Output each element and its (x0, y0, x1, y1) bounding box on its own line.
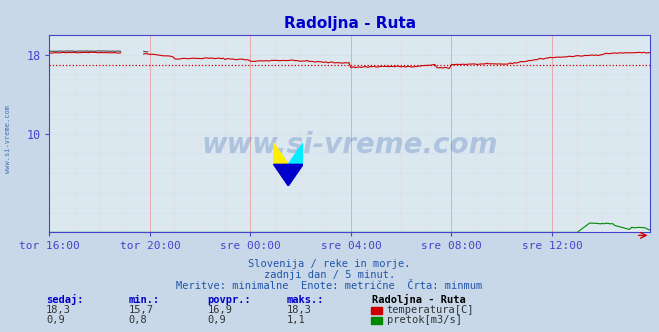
Text: temperatura[C]: temperatura[C] (387, 305, 474, 315)
Text: Radoljna - Ruta: Radoljna - Ruta (372, 294, 466, 305)
Text: sedaj:: sedaj: (46, 294, 84, 305)
Text: maks.:: maks.: (287, 295, 324, 305)
Text: zadnji dan / 5 minut.: zadnji dan / 5 minut. (264, 270, 395, 280)
Text: 18,3: 18,3 (287, 305, 312, 315)
Text: 0,9: 0,9 (46, 315, 65, 325)
Text: 16,9: 16,9 (208, 305, 233, 315)
Text: 1,1: 1,1 (287, 315, 305, 325)
Polygon shape (273, 164, 303, 186)
Text: Meritve: minimalne  Enote: metrične  Črta: minmum: Meritve: minimalne Enote: metrične Črta:… (177, 281, 482, 290)
Text: pretok[m3/s]: pretok[m3/s] (387, 315, 462, 325)
Text: www.si-vreme.com: www.si-vreme.com (202, 131, 498, 159)
Text: 0,9: 0,9 (208, 315, 226, 325)
Polygon shape (289, 143, 303, 164)
Text: povpr.:: povpr.: (208, 295, 251, 305)
Text: 18,3: 18,3 (46, 305, 71, 315)
Text: Slovenija / reke in morje.: Slovenija / reke in morje. (248, 259, 411, 269)
Text: 15,7: 15,7 (129, 305, 154, 315)
Text: min.:: min.: (129, 295, 159, 305)
Text: 0,8: 0,8 (129, 315, 147, 325)
Polygon shape (273, 143, 289, 164)
Text: www.si-vreme.com: www.si-vreme.com (5, 106, 11, 173)
Title: Radoljna - Ruta: Radoljna - Ruta (284, 16, 416, 31)
